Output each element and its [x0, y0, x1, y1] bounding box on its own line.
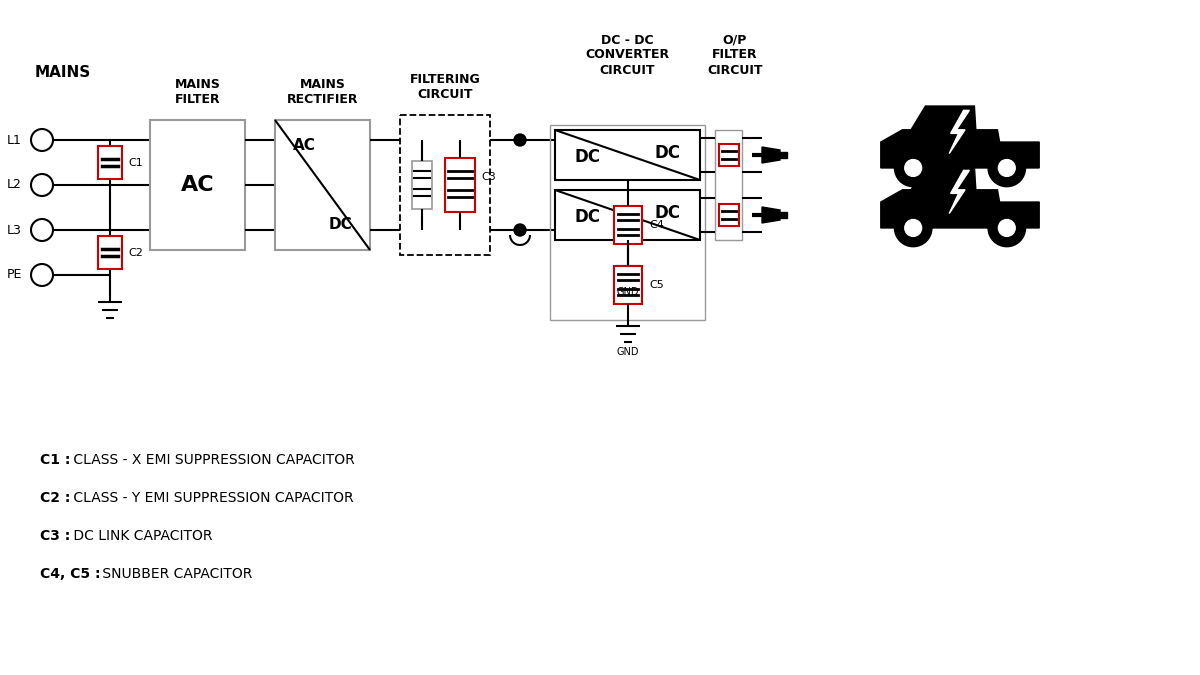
Text: C1 :: C1 :	[40, 453, 71, 467]
Text: PE: PE	[7, 269, 22, 281]
Text: AC: AC	[293, 138, 316, 153]
Text: MAINS
RECTIFIER: MAINS RECTIFIER	[287, 78, 359, 106]
Bar	[550, 125, 706, 320]
Text: C4: C4	[649, 220, 665, 230]
Polygon shape	[780, 212, 787, 218]
Text: C3 :: C3 :	[40, 529, 71, 543]
Text: DC LINK CAPACITOR: DC LINK CAPACITOR	[68, 529, 212, 543]
Bar	[98, 146, 122, 179]
Text: L1: L1	[7, 134, 22, 146]
Circle shape	[894, 149, 932, 187]
Text: L3: L3	[7, 223, 22, 236]
Text: DC: DC	[654, 144, 680, 162]
Bar	[98, 236, 122, 269]
Text: C1: C1	[128, 157, 143, 167]
Bar	[400, 115, 490, 255]
Circle shape	[905, 219, 922, 236]
Polygon shape	[780, 152, 787, 158]
Circle shape	[514, 134, 526, 146]
Bar	[554, 190, 700, 240]
Polygon shape	[949, 110, 970, 153]
Circle shape	[31, 129, 53, 151]
Circle shape	[31, 264, 53, 286]
Bar	[445, 158, 475, 212]
Polygon shape	[881, 106, 1039, 168]
Circle shape	[905, 159, 922, 176]
Polygon shape	[949, 170, 970, 213]
Bar	[719, 144, 738, 166]
Text: C3: C3	[481, 172, 496, 182]
Text: C5: C5	[649, 280, 665, 290]
Circle shape	[988, 149, 1026, 187]
Text: SNUBBER CAPACITOR: SNUBBER CAPACITOR	[97, 567, 252, 581]
Polygon shape	[762, 207, 780, 223]
Text: AC: AC	[181, 175, 215, 195]
Text: CLASS - X EMI SUPPRESSION CAPACITOR: CLASS - X EMI SUPPRESSION CAPACITOR	[68, 453, 354, 467]
Text: GND: GND	[617, 347, 638, 357]
Circle shape	[988, 209, 1026, 246]
Text: L2: L2	[7, 178, 22, 192]
Bar	[613, 266, 642, 304]
Text: DC: DC	[329, 217, 352, 232]
Bar	[150, 120, 245, 250]
Text: C2: C2	[128, 248, 143, 257]
Text: MAINS: MAINS	[35, 65, 91, 80]
Text: C2 :: C2 :	[40, 491, 71, 505]
Text: DC: DC	[575, 148, 601, 166]
Circle shape	[514, 224, 526, 236]
Polygon shape	[762, 147, 780, 163]
Polygon shape	[881, 166, 1039, 228]
Text: FILTERING
CIRCUIT: FILTERING CIRCUIT	[409, 73, 480, 101]
Text: C4, C5 :: C4, C5 :	[40, 567, 101, 581]
Text: CLASS - Y EMI SUPPRESSION CAPACITOR: CLASS - Y EMI SUPPRESSION CAPACITOR	[68, 491, 354, 505]
Circle shape	[31, 219, 53, 241]
Bar	[613, 206, 642, 244]
Text: DC: DC	[575, 208, 601, 226]
Text: MAINS
FILTER: MAINS FILTER	[174, 78, 221, 106]
Text: DC: DC	[654, 204, 680, 222]
Circle shape	[31, 174, 53, 196]
Circle shape	[998, 219, 1015, 236]
Text: DC - DC
CONVERTER
CIRCUIT: DC - DC CONVERTER CIRCUIT	[586, 34, 670, 76]
Bar	[715, 130, 742, 240]
Bar	[412, 161, 432, 209]
Text: GND: GND	[617, 287, 638, 297]
Circle shape	[998, 159, 1015, 176]
Bar	[554, 130, 700, 180]
Bar	[275, 120, 370, 250]
Bar	[719, 204, 738, 226]
Circle shape	[894, 209, 932, 246]
Text: O/P
FILTER
CIRCUIT: O/P FILTER CIRCUIT	[707, 34, 763, 76]
